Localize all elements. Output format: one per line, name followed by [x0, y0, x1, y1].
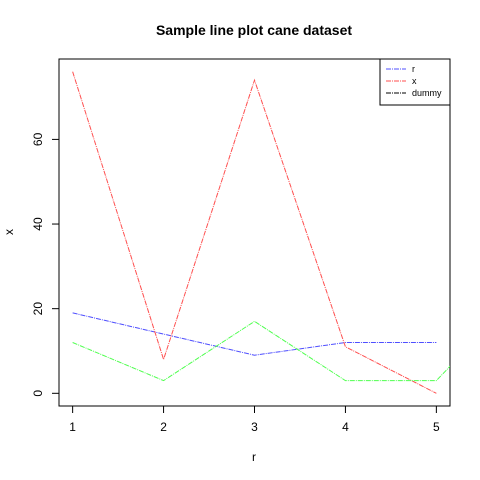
y-tick-label-20: 20 [31, 302, 45, 316]
y-axis-label: x [2, 229, 16, 235]
y-tick-label-0: 0 [31, 390, 45, 397]
legend-box [379, 58, 451, 106]
series-line-x [72, 71, 437, 394]
x-tick-label-1: 1 [69, 420, 76, 434]
legend-label-r: r [412, 64, 415, 74]
x-tick-label-5: 5 [433, 420, 440, 434]
x-axis: 1 2 3 4 5 [69, 406, 440, 434]
plot-frame [58, 58, 451, 407]
x-tick-label-3: 3 [251, 420, 258, 434]
legend: rx dummy [379, 58, 451, 106]
x-axis-label: r [252, 450, 256, 464]
legend-label-dummy: dummy [412, 88, 442, 98]
legend-items: rx dummy [386, 64, 442, 98]
legend-label-x: x [412, 76, 417, 86]
series-line-dummy [72, 320, 450, 382]
y-tick-label-40: 40 [31, 217, 45, 231]
series-line-r [72, 312, 437, 356]
series-layer [72, 71, 450, 394]
y-tick-label-60: 60 [31, 132, 45, 146]
chart-title: Sample line plot cane dataset [156, 22, 352, 38]
x-tick-label-4: 4 [342, 420, 349, 434]
x-tick-label-2: 2 [160, 420, 167, 434]
y-axis: 0 20 40 60 [31, 132, 59, 397]
